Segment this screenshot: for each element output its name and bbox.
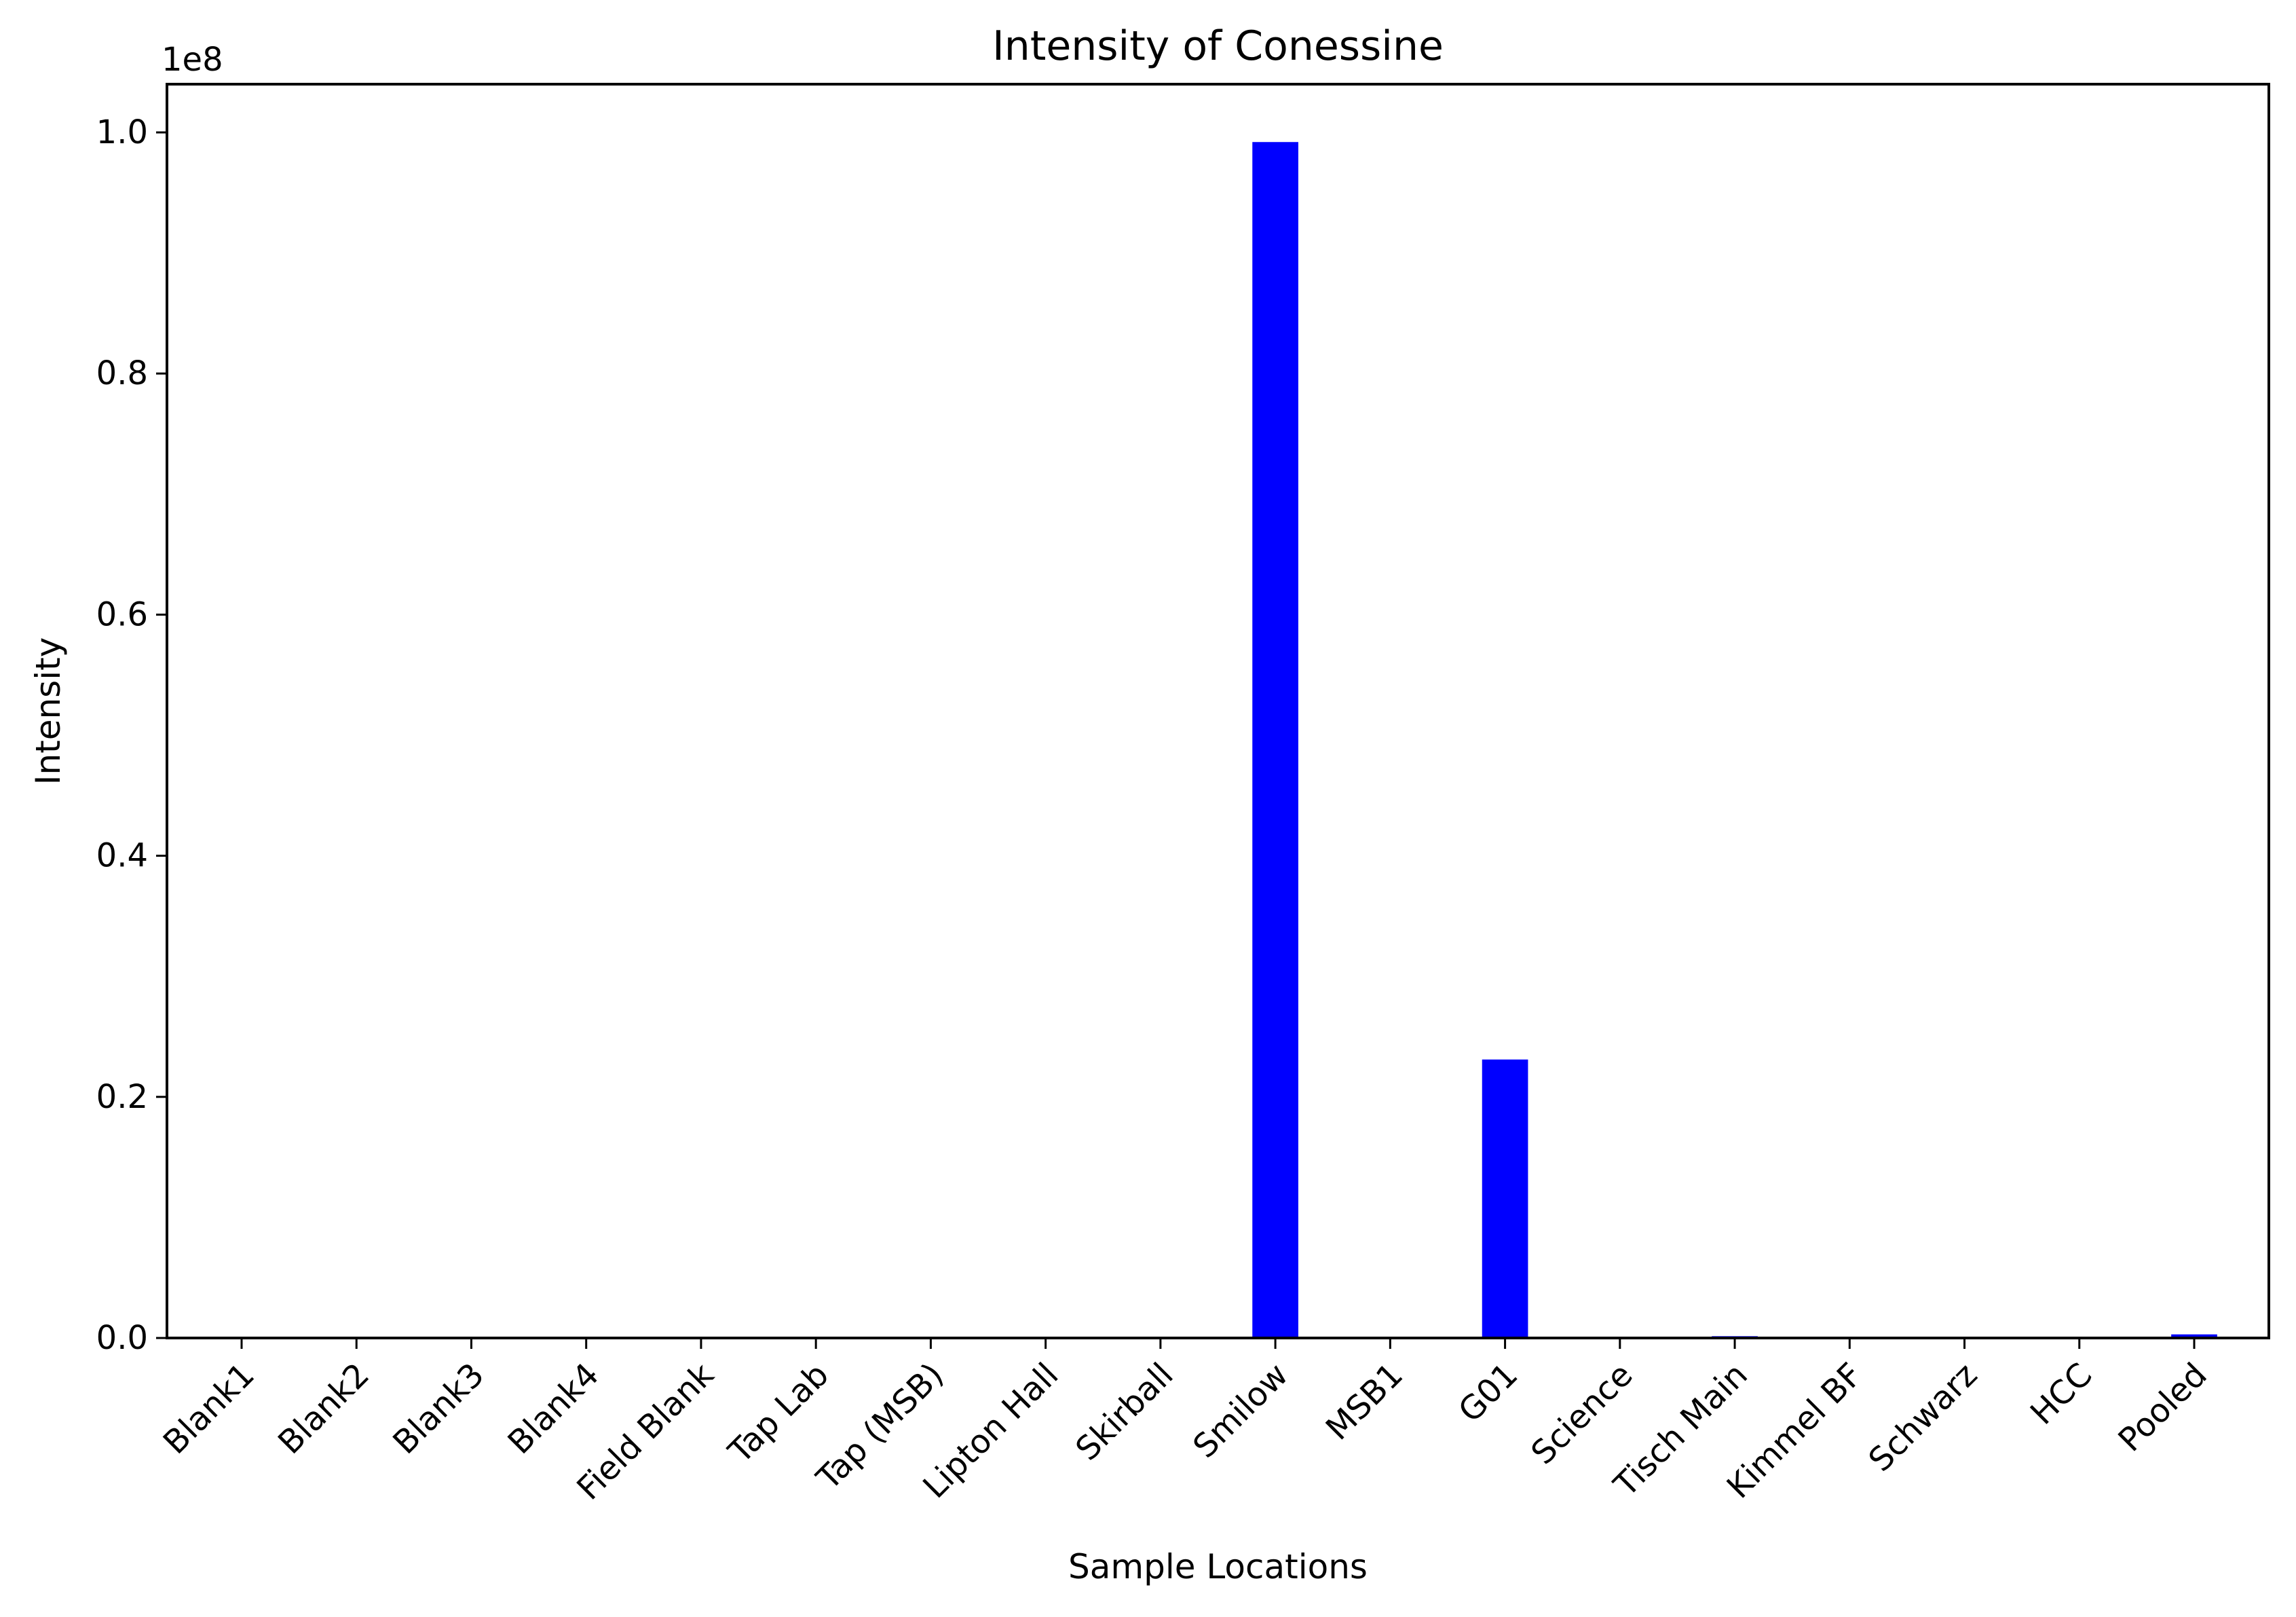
bars-layer <box>1252 142 2217 1339</box>
plot-frame <box>166 83 2270 1339</box>
y-tick-label: 0.8 <box>96 354 148 392</box>
bar-smilow <box>1252 142 1298 1339</box>
y-axis-label: Intensity <box>29 637 68 785</box>
y-tick-label: 0.6 <box>96 595 148 633</box>
chart-title: Intensity of Conessine <box>992 22 1444 70</box>
y-tick-label: 1.0 <box>96 113 148 151</box>
y-tick-label: 0.0 <box>96 1319 148 1357</box>
x-axis-label: Sample Locations <box>1068 1547 1368 1586</box>
y-axis-ticks: 0.0 0.2 0.4 0.6 0.8 1.0 <box>96 113 167 1357</box>
y-axis-offset-label: 1e8 <box>162 41 223 79</box>
y-tick-label: 0.4 <box>96 837 148 875</box>
bar-g01 <box>1482 1059 1528 1338</box>
bar-pooled <box>2171 1334 2217 1338</box>
y-tick-label: 0.2 <box>96 1078 148 1116</box>
